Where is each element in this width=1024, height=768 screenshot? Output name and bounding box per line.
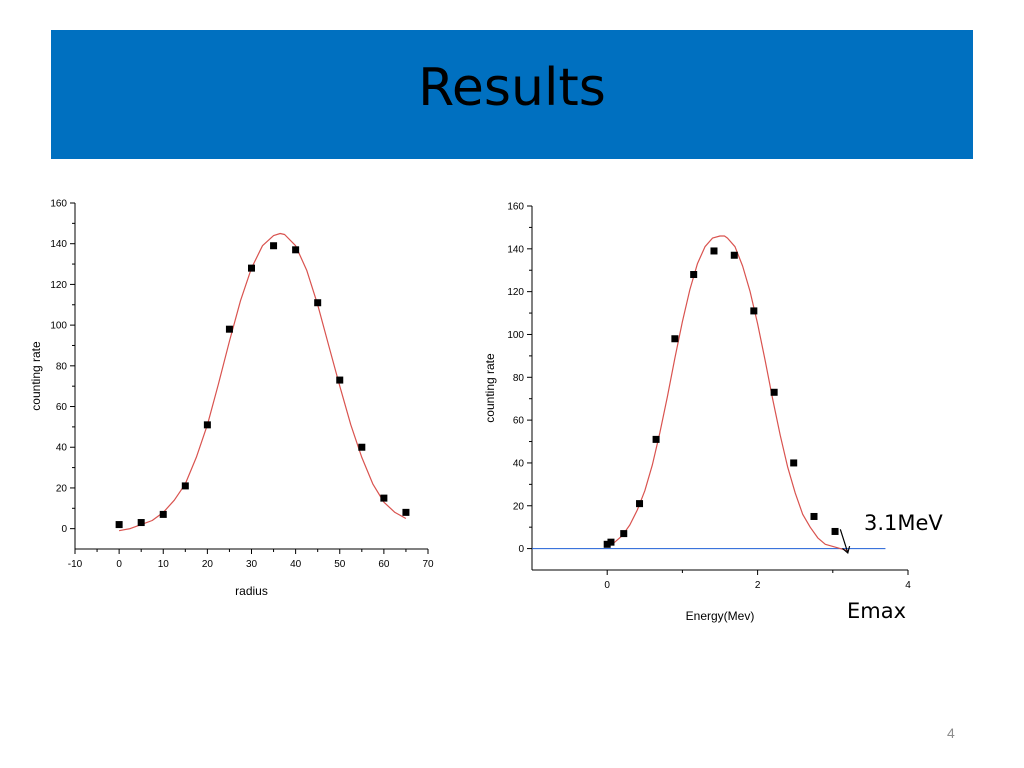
c1-y-tick-label: 0 — [61, 524, 67, 535]
c1-y-tick-label: 20 — [56, 483, 68, 494]
c1-x-axis-label: radius — [235, 584, 268, 598]
c2-y-tick-label: 0 — [518, 544, 524, 555]
c2-y-tick-label: 60 — [513, 416, 525, 427]
c1-x-tick-label: 40 — [290, 559, 302, 570]
emax-value-annotation: 3.1MeV — [864, 511, 943, 535]
c2-data-point — [831, 527, 839, 535]
title-bar — [51, 30, 973, 159]
c1-data-point — [181, 482, 189, 490]
c1-y-tick-label: 80 — [56, 361, 68, 372]
c2-y-tick-label: 40 — [513, 458, 525, 469]
c1-data-point — [137, 519, 145, 527]
c1-x-tick-label: 30 — [246, 559, 258, 570]
c1-y-tick-label: 100 — [50, 321, 67, 332]
c1-data-point — [314, 299, 322, 307]
c1-data-point — [225, 325, 233, 333]
c1-x-tick-label: 70 — [422, 559, 434, 570]
c1-y-tick-label: 40 — [56, 443, 68, 454]
c2-data-point — [770, 388, 778, 396]
c2-data-point — [671, 335, 679, 343]
c2-y-tick-label: 80 — [513, 373, 525, 384]
c1-x-tick-label: 0 — [116, 559, 122, 570]
c1-y-tick-label: 120 — [50, 280, 67, 291]
c2-x-axis-label: Energy(Mev) — [686, 609, 755, 623]
page-number: 4 — [947, 725, 955, 741]
c2-x-tick-label: 4 — [905, 580, 911, 591]
c2-y-tick-label: 120 — [507, 287, 524, 298]
c2-data-point — [636, 500, 644, 508]
c1-data-point — [358, 443, 366, 451]
c1-data-point — [380, 494, 388, 502]
c2-data-point — [730, 251, 738, 259]
c1-data-point — [203, 421, 211, 429]
c2-y-tick-label: 100 — [507, 330, 524, 341]
c1-data-point — [159, 510, 167, 518]
c2-data-point — [607, 538, 615, 546]
c1-x-tick-label: 60 — [378, 559, 390, 570]
c2-data-point — [810, 512, 818, 520]
c1-y-tick-label: 160 — [50, 199, 67, 210]
c1-x-tick-label: -10 — [68, 559, 83, 570]
c2-data-point — [620, 530, 628, 538]
c1-x-tick-label: 10 — [158, 559, 170, 570]
c2-data-point — [690, 271, 698, 279]
c2-fit-curve — [606, 235, 848, 552]
c1-data-point — [115, 521, 123, 529]
c1-data-point — [248, 264, 255, 272]
c2-data-point — [750, 307, 758, 315]
emax-label: Emax — [847, 599, 907, 623]
c2-y-tick-label: 160 — [507, 202, 524, 213]
c1-y-axis-label: counting rate — [29, 341, 43, 411]
c1-y-tick-label: 140 — [50, 239, 67, 250]
c2-data-point — [652, 435, 660, 443]
c2-y-tick-label: 20 — [513, 501, 525, 512]
c2-y-axis-label: counting rate — [483, 353, 497, 423]
c1-x-tick-label: 50 — [334, 559, 346, 570]
c2-x-tick-label: 2 — [755, 580, 761, 591]
c2-x-tick-label: 0 — [604, 580, 610, 591]
c2-data-point — [603, 540, 611, 548]
c1-data-point — [292, 246, 300, 254]
c2-emax-arrow-shaft — [839, 529, 849, 554]
c1-y-tick-label: 60 — [56, 402, 68, 413]
c2-emax-arrow-head — [842, 545, 851, 554]
c1-x-tick-label: 20 — [202, 559, 214, 570]
c2-y-tick-label: 140 — [507, 244, 524, 255]
c1-data-point — [336, 376, 344, 384]
c2-data-point — [710, 247, 718, 255]
c2-data-point — [790, 459, 798, 467]
c1-fit-curve — [118, 232, 407, 532]
c1-data-point — [402, 508, 410, 516]
slide-title: Results — [418, 58, 606, 118]
c1-data-point — [270, 242, 278, 250]
